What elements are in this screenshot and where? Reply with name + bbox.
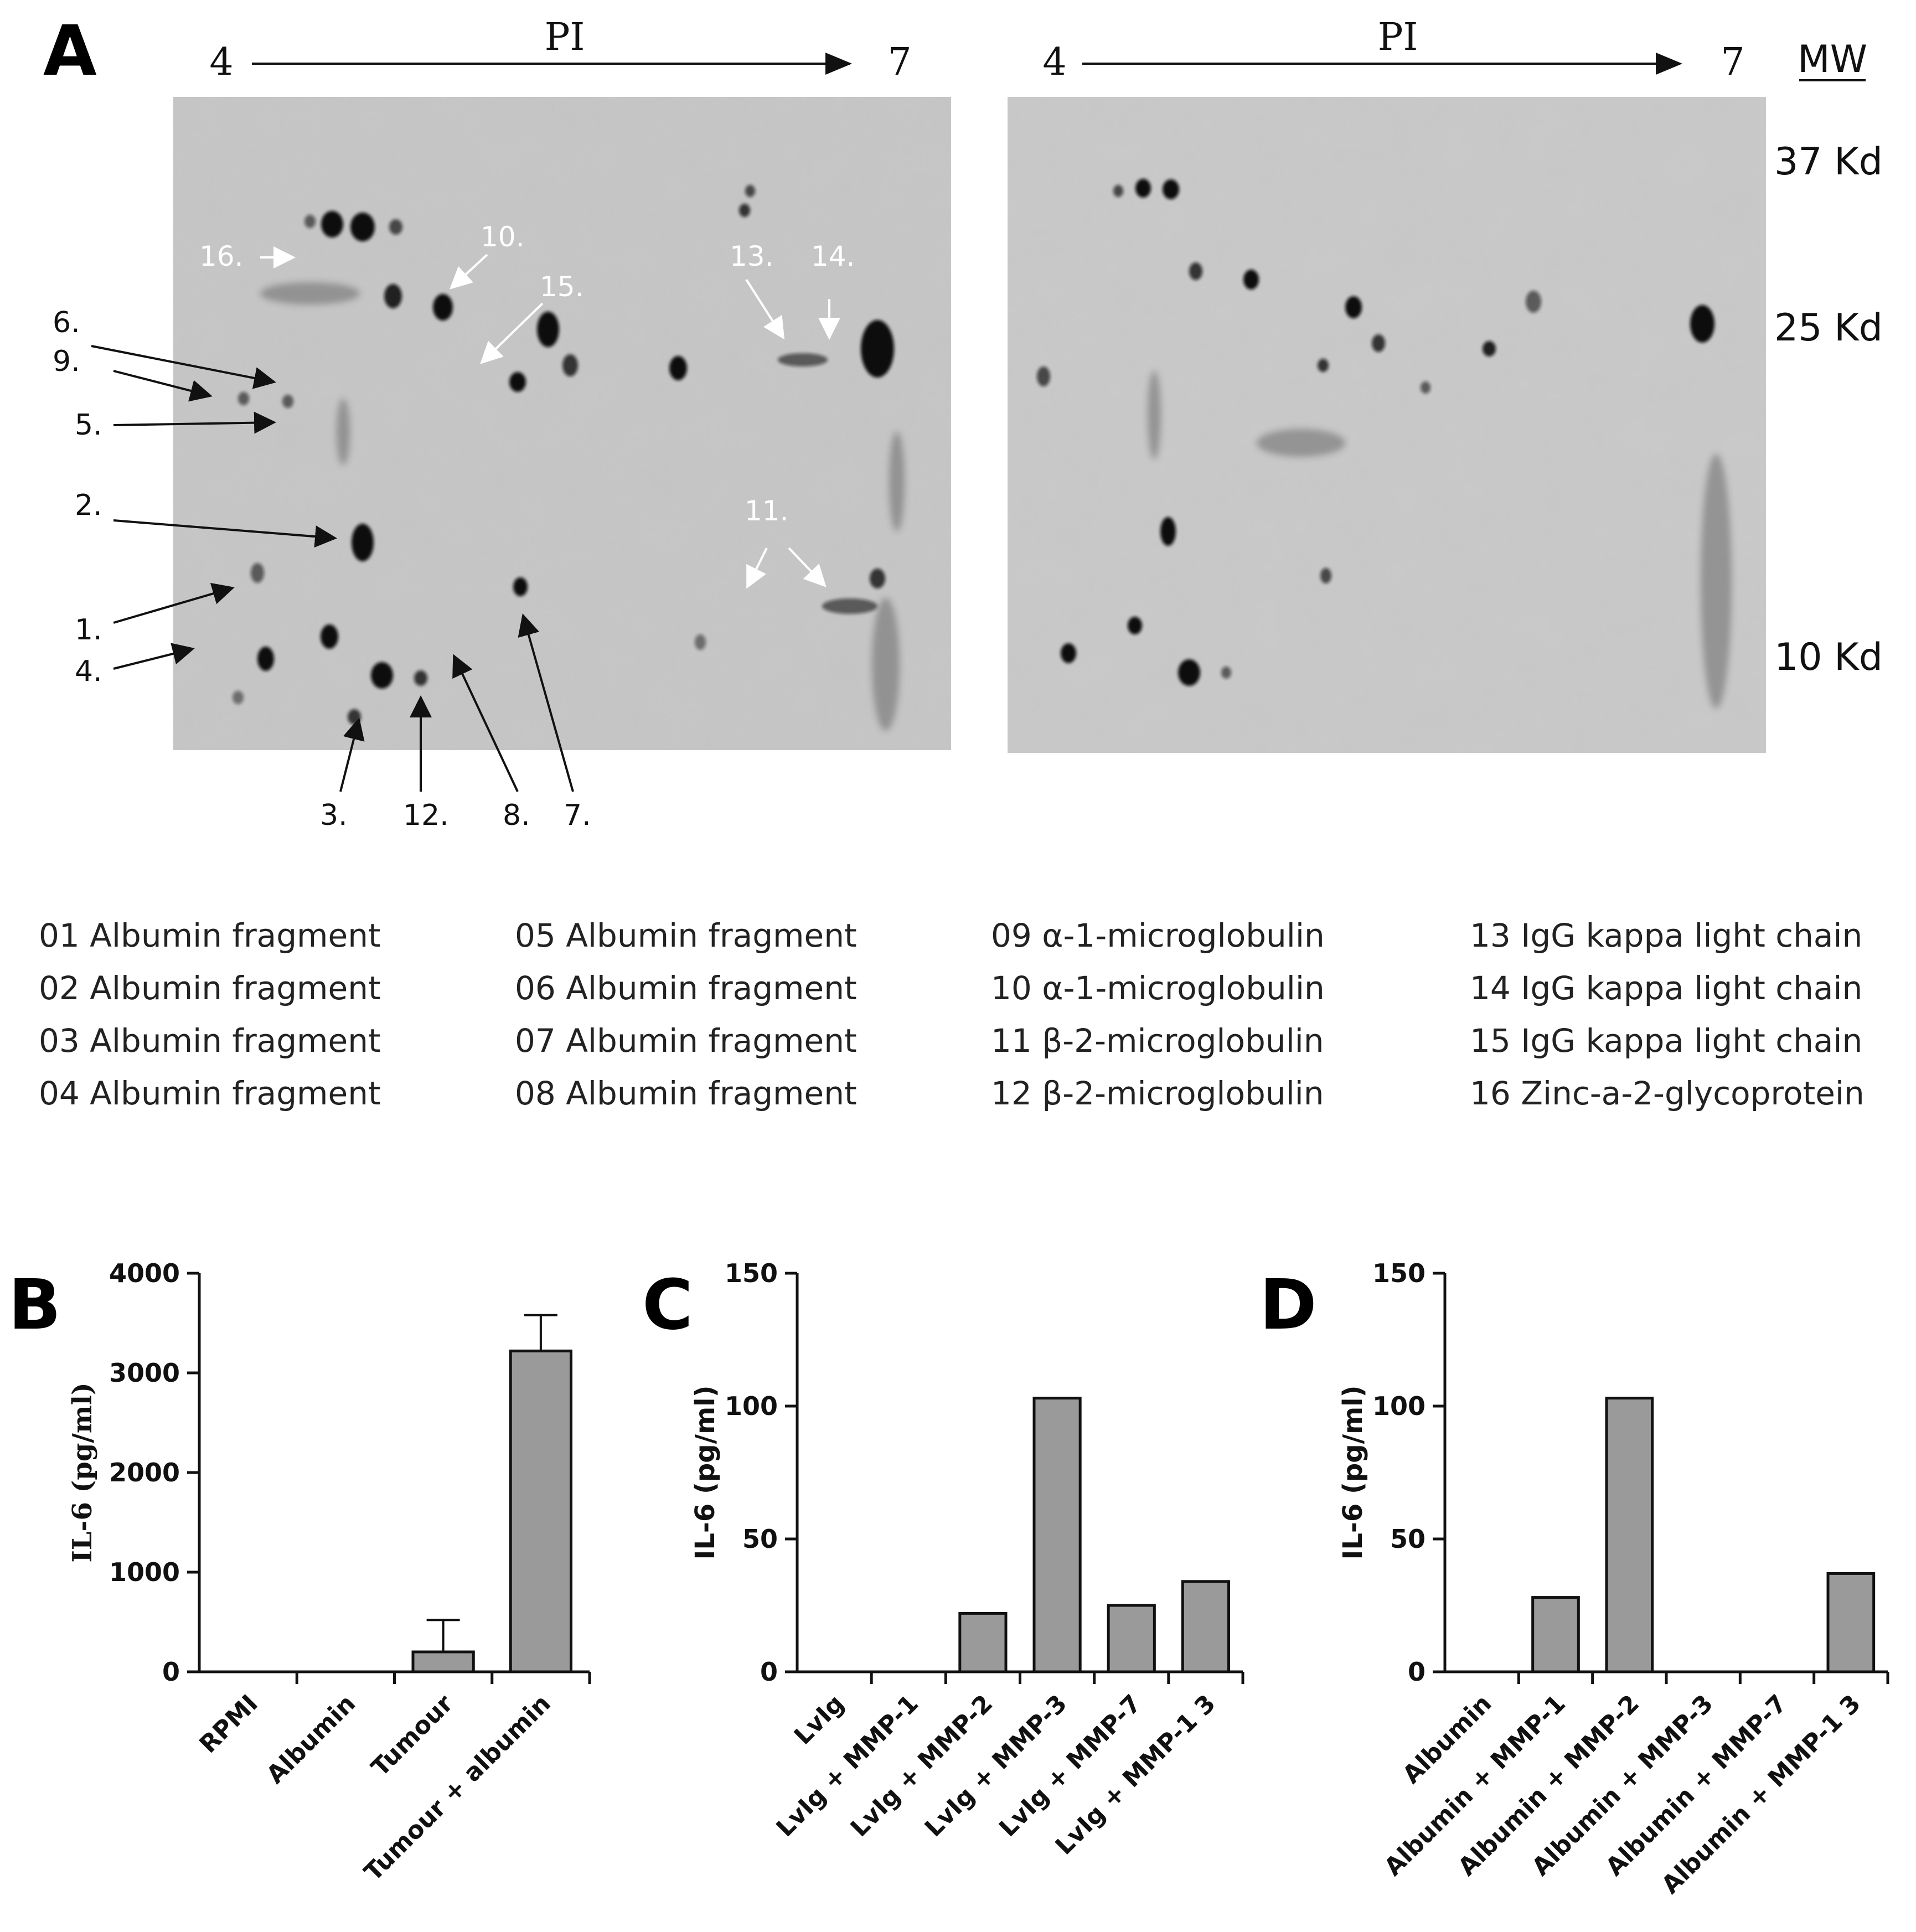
- spot-label-14: 14.: [811, 240, 855, 272]
- pi-axis-start: 4: [209, 40, 233, 84]
- legend-item: 13 IgG kappa light chain: [1470, 917, 1862, 954]
- bar: [1826, 1572, 1876, 1673]
- legend-item: 14 IgG kappa light chain: [1470, 969, 1862, 1007]
- spot-label-1: 1.: [75, 613, 102, 647]
- panel-a: A 4 PI 7 4 PI 7: [39, 11, 1883, 1112]
- spot-label-9: 9.: [53, 345, 80, 378]
- y-tick-label: 150: [1372, 1258, 1426, 1288]
- spot-legend: 01 Albumin fragment 02 Albumin fragment …: [39, 917, 1865, 1112]
- x-tick-label: Tumour: [366, 1690, 459, 1783]
- panel-letter: B: [8, 1265, 61, 1345]
- pi-axis-label: PI: [545, 16, 585, 59]
- panel-letter: D: [1259, 1265, 1317, 1345]
- x-tick-label: LvIg: [789, 1690, 850, 1750]
- spot-label-6: 6.: [53, 306, 80, 339]
- x-tick-label: Albumin: [261, 1690, 361, 1789]
- legend-item: 08 Albumin fragment: [515, 1075, 857, 1112]
- pi-axis-end: 7: [1721, 40, 1744, 84]
- x-tick-label: Tumour + albumin: [359, 1690, 556, 1887]
- legend-item: 16 Zinc-a-2-glycoprotein: [1470, 1075, 1865, 1112]
- y-tick-label: 0: [760, 1657, 778, 1687]
- bar: [1531, 1596, 1580, 1673]
- spot-annotations-white: 16. 10. 15. 13. 14. 11.: [199, 221, 855, 589]
- y-tick-label: 100: [725, 1391, 778, 1421]
- legend-item: 12 β-2-microglobulin: [991, 1075, 1324, 1112]
- pi-axis-left: 4 PI 7: [209, 16, 911, 84]
- pi-axis-right: 4 PI 7: [1042, 16, 1744, 84]
- spot-label-5: 5.: [75, 409, 102, 442]
- spot-label-4: 4.: [75, 655, 102, 688]
- spot-label-10: 10.: [481, 221, 525, 253]
- y-axis-label: IL-6 (pg/ml): [67, 1382, 98, 1562]
- legend-item: 04 Albumin fragment: [39, 1075, 381, 1112]
- bar: [1181, 1580, 1231, 1673]
- spot-label-7: 7.: [564, 799, 591, 832]
- bar: [958, 1611, 1008, 1673]
- x-tick-label: RPMI: [194, 1690, 264, 1759]
- legend-item: 15 IgG kappa light chain: [1470, 1022, 1862, 1060]
- panel-a-letter: A: [43, 11, 97, 91]
- spot-label-3: 3.: [320, 799, 348, 832]
- bar: [1605, 1397, 1654, 1673]
- y-tick-label: 4000: [109, 1258, 180, 1288]
- y-tick-label: 100: [1372, 1391, 1426, 1421]
- spot-label-12: 12.: [403, 799, 449, 832]
- legend-item: 03 Albumin fragment: [39, 1022, 381, 1060]
- legend-item: 10 α-1-microglobulin: [991, 969, 1325, 1007]
- spot-label-16: 16.: [199, 240, 244, 272]
- legend-item: 09 α-1-microglobulin: [991, 917, 1325, 954]
- y-tick-label: 0: [162, 1657, 180, 1687]
- spot-annotations-black: 6. 9. 5. 2. 1. 4. 3. 12. 8. 7.: [53, 306, 591, 832]
- mw-axis: MW 37 Kd 25 Kd 10 Kd: [1774, 38, 1883, 679]
- panel-letter: C: [642, 1265, 693, 1345]
- pi-axis-start: 4: [1042, 40, 1066, 84]
- bar: [1032, 1397, 1082, 1673]
- pi-axis-end: 7: [887, 40, 911, 84]
- y-tick-label: 3000: [109, 1358, 180, 1388]
- mw-marker-10kd: 10 Kd: [1774, 636, 1883, 679]
- spot-label-8: 8.: [503, 799, 530, 832]
- bar-chart-b: B 0 1000 2000 3000 4000 IL-6 (pg/ml) RPMIAlbumi…: [8, 1258, 591, 1887]
- y-tick-label: 50: [1390, 1524, 1426, 1554]
- spot-label-11: 11.: [745, 495, 789, 527]
- pi-axis-label: PI: [1378, 16, 1418, 59]
- legend-item: 02 Albumin fragment: [39, 969, 381, 1007]
- y-tick-label: 0: [1408, 1657, 1426, 1687]
- bar: [1107, 1604, 1156, 1673]
- mw-marker-37kd: 37 Kd: [1774, 140, 1883, 184]
- gel-image-right: [1008, 97, 1766, 753]
- y-tick-label: 2000: [109, 1458, 180, 1487]
- bar: [411, 1650, 475, 1673]
- legend-item: 01 Albumin fragment: [39, 917, 381, 954]
- bar: [509, 1349, 573, 1673]
- y-tick-label: 50: [742, 1524, 778, 1554]
- mw-label: MW: [1798, 38, 1867, 81]
- y-tick-label: 150: [725, 1258, 778, 1288]
- y-tick-label: 1000: [109, 1557, 180, 1587]
- spot-label-2: 2.: [75, 489, 102, 522]
- legend-item: 11 β-2-microglobulin: [991, 1022, 1324, 1060]
- y-axis-label: IL-6 (pg/ml): [1337, 1385, 1368, 1559]
- legend-item: 05 Albumin fragment: [515, 917, 857, 954]
- legend-item: 06 Albumin fragment: [515, 969, 857, 1007]
- y-axis-label: IL-6 (pg/ml): [690, 1385, 721, 1559]
- spot-label-13: 13.: [730, 240, 774, 272]
- legend-item: 07 Albumin fragment: [515, 1022, 857, 1060]
- mw-marker-25kd: 25 Kd: [1774, 306, 1883, 350]
- gel-image-left: [173, 97, 951, 750]
- spot-label-15: 15.: [540, 271, 584, 303]
